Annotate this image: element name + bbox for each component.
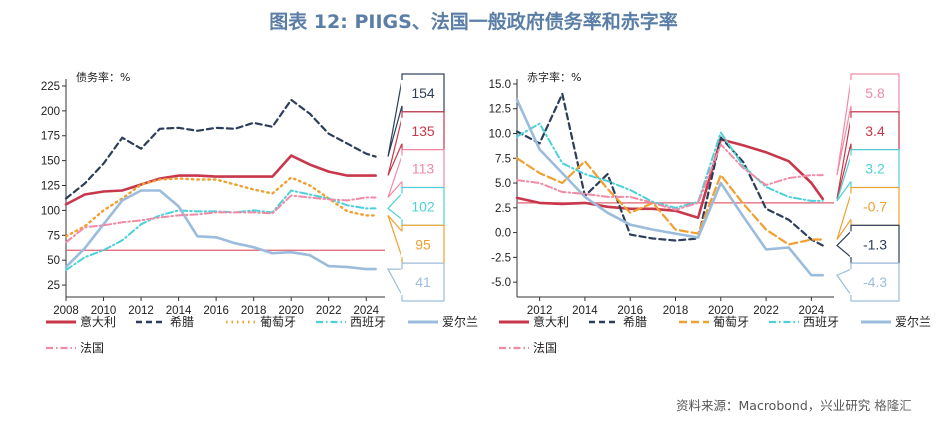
y-tick-label: 25: [47, 280, 60, 292]
y-tick-label: 12.5: [489, 104, 511, 116]
y-tick-label: 5.0: [495, 178, 511, 190]
callout-value: -4.3: [863, 274, 887, 290]
legend-label-spain: 西班牙: [803, 315, 839, 329]
callout-pointer: [836, 230, 852, 258]
series-line-greece: [515, 92, 824, 247]
callout-pointer: [387, 117, 403, 176]
callout-value: 102: [411, 198, 435, 214]
callout-value: 113: [412, 161, 435, 177]
legend-label-portugal: 葡萄牙: [713, 315, 749, 329]
y-tick-label: 0.0: [495, 228, 511, 240]
y-tick-label: 150: [41, 156, 60, 168]
callout-box: [850, 111, 900, 151]
series-line-italy: [64, 154, 377, 206]
chart-title: 图表 12: PIIGS、法国一般政府债务率和赤字率: [269, 11, 678, 33]
callout-box: [401, 73, 445, 113]
callout-value: -0.7: [863, 198, 887, 214]
y-tick-label: -5.0: [491, 277, 511, 289]
y-tick-label: 2.5: [495, 203, 511, 215]
series-line-spain: [516, 122, 824, 209]
series-line-portugal: [64, 176, 377, 238]
y-tick-label: 175: [41, 131, 60, 143]
x-tick-label: 2022: [316, 305, 342, 317]
callout-value: 95: [415, 236, 431, 252]
x-tick-label: 2012: [527, 305, 553, 317]
legend-label-portugal: 葡萄牙: [260, 315, 296, 329]
series-line-greece: [64, 98, 377, 200]
y-tick-label: 100: [41, 205, 60, 217]
panel-deficit-ratio: 赤字率：% 15.0 12.5 10.0 7.5 5.0 2.5 0.0 -2.5 -5.0 201…: [489, 70, 931, 355]
x-tick-label: 2024: [799, 305, 825, 317]
callout-value: 41: [415, 274, 431, 290]
x-tick-label: 2016: [617, 305, 643, 317]
y-tick-label: 50: [47, 255, 60, 267]
callout-box: [401, 186, 445, 226]
callout-box: [401, 262, 445, 302]
series-line-portugal: [515, 157, 824, 246]
series-line-france: [516, 143, 824, 211]
x-tick-label: 2008: [53, 305, 79, 317]
callout-box: [850, 186, 900, 226]
legend-label-greece: 希腊: [623, 314, 647, 329]
x-tick-label: 2010: [91, 305, 117, 317]
x-tick-label: 2014: [572, 305, 598, 317]
x-tick-label: 2012: [128, 305, 154, 317]
callout-pointer: [836, 193, 852, 240]
callout-value: 135: [411, 123, 435, 139]
legend-label-italy: 意大利: [80, 314, 116, 329]
legend-label-spain: 西班牙: [350, 315, 386, 329]
legend-label-ireland: 爱尔兰: [442, 314, 478, 329]
legend-label-greece: 希腊: [170, 314, 194, 329]
legend-label-france: 法国: [533, 341, 557, 355]
callout-value: 3.4: [865, 123, 885, 139]
y-unit-label: 赤字率：%: [527, 70, 581, 84]
legend-label-italy: 意大利: [533, 314, 569, 329]
callout-value: 5.8: [865, 85, 885, 101]
legend-label-france: 法国: [80, 341, 104, 355]
y-tick-label: 75: [47, 230, 60, 242]
callout-value: 3.2: [865, 161, 885, 177]
series-line-france: [65, 194, 377, 244]
callout-value: 154: [411, 85, 435, 101]
y-tick-label: 200: [41, 106, 60, 118]
x-tick-label: 2022: [753, 305, 779, 317]
y-tick-label: 225: [41, 81, 60, 93]
y-tick-label: 10.0: [489, 129, 511, 141]
x-tick-label: 2020: [708, 305, 734, 317]
callout-pointer: [386, 268, 403, 296]
y-tick-label: 125: [41, 181, 60, 193]
y-tick-label: 15.0: [489, 79, 511, 91]
x-tick-label: 2014: [166, 305, 192, 317]
series-line-ireland: [515, 98, 825, 277]
series-line-ireland: [64, 189, 377, 271]
x-tick-label: 2018: [663, 305, 689, 317]
series-line-spain: [65, 189, 377, 272]
y-unit-label: 债务率：%: [76, 70, 130, 84]
callout-box: [401, 224, 445, 264]
x-tick-label: 2018: [241, 305, 267, 317]
y-tick-label: -2.5: [491, 252, 511, 264]
watermark-text: 格隆汇: [874, 398, 912, 413]
callout-pointer: [387, 155, 403, 198]
y-tick-label: 7.5: [495, 153, 511, 165]
callout-pointer: [387, 214, 403, 258]
callout-pointer: [836, 79, 852, 176]
callout-pointer: [387, 193, 403, 220]
callout-pointer: [387, 79, 403, 157]
callout-box: [401, 149, 445, 189]
x-tick-label: 2016: [203, 305, 229, 317]
legend-label-ireland: 爱尔兰: [895, 314, 931, 329]
callout-value: -1.3: [863, 236, 887, 252]
callout-pointer: [836, 155, 852, 202]
source-text: 资料来源：Macrobond，兴业研究: [676, 398, 871, 413]
source-note: 资料来源：Macrobond，兴业研究 格隆汇: [676, 395, 912, 414]
panel-debt-ratio: 债务率：% 25 50 75 100 125 150 175 200 225 2008 2010 201…: [41, 70, 478, 355]
x-tick-label: 2024: [353, 305, 379, 317]
x-tick-label: 2020: [278, 305, 304, 317]
callout-pointer: [836, 268, 852, 296]
